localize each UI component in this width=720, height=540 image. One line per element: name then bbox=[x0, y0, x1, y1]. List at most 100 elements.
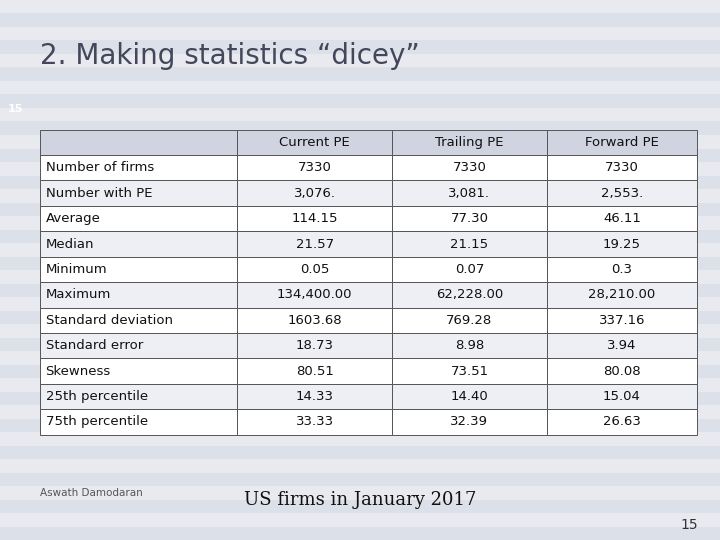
Bar bbox=[0, 472, 720, 486]
Bar bbox=[392, 130, 547, 155]
Bar bbox=[40, 308, 238, 333]
Bar bbox=[0, 338, 720, 351]
Bar bbox=[0, 68, 720, 81]
Text: 18.73: 18.73 bbox=[296, 339, 333, 352]
Bar bbox=[238, 155, 392, 180]
Text: 114.15: 114.15 bbox=[292, 212, 338, 225]
Bar bbox=[238, 409, 392, 435]
Text: Standard error: Standard error bbox=[45, 339, 143, 352]
Text: 80.51: 80.51 bbox=[296, 364, 333, 377]
Text: Median: Median bbox=[45, 238, 94, 251]
Bar bbox=[547, 282, 697, 308]
Text: 25th percentile: 25th percentile bbox=[45, 390, 148, 403]
Text: Skewness: Skewness bbox=[45, 364, 111, 377]
Bar bbox=[0, 14, 720, 27]
Text: Aswath Damodaran: Aswath Damodaran bbox=[40, 488, 143, 498]
Bar bbox=[40, 384, 238, 409]
Bar bbox=[0, 418, 720, 432]
Text: Forward PE: Forward PE bbox=[585, 136, 659, 149]
Text: 19.25: 19.25 bbox=[603, 238, 641, 251]
Bar bbox=[0, 94, 720, 108]
Bar bbox=[392, 409, 547, 435]
Bar bbox=[40, 282, 238, 308]
Text: 3,081.: 3,081. bbox=[449, 187, 490, 200]
Bar bbox=[40, 155, 238, 180]
Bar bbox=[392, 333, 547, 359]
Bar bbox=[0, 256, 720, 270]
Bar bbox=[238, 384, 392, 409]
Text: 46.11: 46.11 bbox=[603, 212, 641, 225]
Bar bbox=[392, 155, 547, 180]
Bar bbox=[0, 202, 720, 216]
Text: Number of firms: Number of firms bbox=[45, 161, 154, 174]
Bar bbox=[0, 176, 720, 189]
Text: 33.33: 33.33 bbox=[296, 415, 333, 428]
Bar bbox=[392, 308, 547, 333]
Text: 32.39: 32.39 bbox=[451, 415, 488, 428]
Bar bbox=[40, 180, 238, 206]
Bar bbox=[547, 359, 697, 384]
Bar bbox=[238, 333, 392, 359]
Bar bbox=[40, 231, 238, 256]
Text: 1603.68: 1603.68 bbox=[287, 314, 342, 327]
Text: 75th percentile: 75th percentile bbox=[45, 415, 148, 428]
Bar bbox=[0, 392, 720, 405]
Text: 769.28: 769.28 bbox=[446, 314, 492, 327]
Bar bbox=[547, 256, 697, 282]
Text: Average: Average bbox=[45, 212, 100, 225]
Bar bbox=[547, 231, 697, 256]
Text: 73.51: 73.51 bbox=[451, 364, 489, 377]
Bar bbox=[238, 282, 392, 308]
Bar bbox=[392, 180, 547, 206]
Bar bbox=[40, 130, 238, 155]
Text: 80.08: 80.08 bbox=[603, 364, 641, 377]
Bar bbox=[547, 308, 697, 333]
Text: 15: 15 bbox=[681, 517, 698, 531]
Bar bbox=[0, 446, 720, 459]
Text: Minimum: Minimum bbox=[45, 263, 107, 276]
Text: Standard deviation: Standard deviation bbox=[45, 314, 173, 327]
Bar bbox=[0, 230, 720, 243]
Text: 8.98: 8.98 bbox=[455, 339, 484, 352]
Text: 0.3: 0.3 bbox=[611, 263, 632, 276]
Text: 7330: 7330 bbox=[453, 161, 487, 174]
Bar bbox=[547, 130, 697, 155]
Bar bbox=[0, 310, 720, 324]
Bar bbox=[392, 206, 547, 231]
Text: 134,400.00: 134,400.00 bbox=[277, 288, 352, 301]
Bar bbox=[40, 359, 238, 384]
Bar bbox=[547, 409, 697, 435]
Bar bbox=[392, 282, 547, 308]
Bar bbox=[392, 256, 547, 282]
Bar bbox=[392, 231, 547, 256]
Text: 77.30: 77.30 bbox=[451, 212, 488, 225]
Text: 26.63: 26.63 bbox=[603, 415, 641, 428]
Text: 0.05: 0.05 bbox=[300, 263, 329, 276]
Bar bbox=[0, 40, 720, 54]
Bar bbox=[40, 256, 238, 282]
Text: 15.04: 15.04 bbox=[603, 390, 641, 403]
Bar bbox=[238, 206, 392, 231]
Bar bbox=[40, 409, 238, 435]
Bar bbox=[238, 256, 392, 282]
Text: 7330: 7330 bbox=[605, 161, 639, 174]
Text: 14.33: 14.33 bbox=[296, 390, 333, 403]
Bar bbox=[547, 206, 697, 231]
Text: 14.40: 14.40 bbox=[451, 390, 488, 403]
Bar bbox=[547, 333, 697, 359]
Bar bbox=[0, 500, 720, 513]
Text: Trailing PE: Trailing PE bbox=[435, 136, 504, 149]
Bar bbox=[238, 308, 392, 333]
Bar bbox=[0, 284, 720, 297]
Bar bbox=[0, 122, 720, 135]
Bar bbox=[238, 359, 392, 384]
Bar bbox=[0, 364, 720, 378]
Bar bbox=[238, 130, 392, 155]
Text: US firms in January 2017: US firms in January 2017 bbox=[244, 491, 476, 509]
Bar bbox=[238, 231, 392, 256]
Text: 2,553.: 2,553. bbox=[601, 187, 643, 200]
Text: Current PE: Current PE bbox=[279, 136, 350, 149]
Bar bbox=[547, 384, 697, 409]
Text: 15: 15 bbox=[7, 104, 22, 113]
Text: Number with PE: Number with PE bbox=[45, 187, 152, 200]
